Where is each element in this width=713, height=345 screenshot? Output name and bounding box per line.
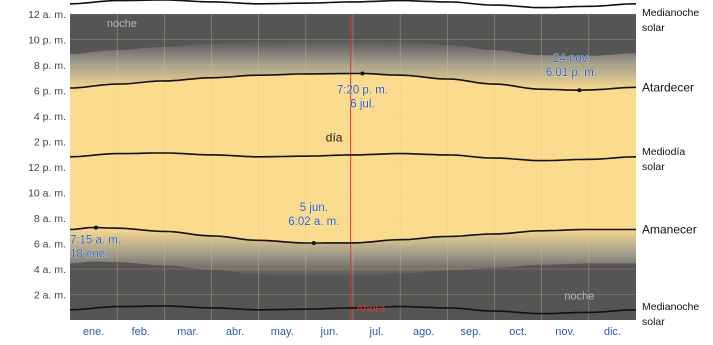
x-tick-label: abr.	[226, 326, 244, 338]
series-label-2-0: Atardecer	[642, 80, 694, 94]
annotation-text-0-1: 18 ene.	[70, 249, 108, 261]
y-tick-label: 8 p. m.	[34, 60, 66, 72]
region-label: día	[326, 131, 343, 145]
now-marker-label: Ahora	[356, 303, 386, 315]
series-label-4-1: solar	[642, 316, 665, 328]
x-tick-label: feb.	[132, 326, 150, 338]
grid-layer	[70, 13, 636, 320]
x-tick-label: may.	[271, 326, 294, 338]
series-label-4-0: Medianoche	[642, 301, 699, 313]
y-tick-label: 2 p. m.	[34, 137, 66, 149]
annotation-text-3-1: 6:01 p. m.	[546, 67, 597, 79]
y-tick-label: 6 p. m.	[34, 86, 66, 98]
series-label-1-0: Mediodía	[642, 146, 685, 158]
series-label-1-1: solar	[642, 161, 665, 173]
curves-layer	[69, 0, 637, 315]
annotation-text-2-0: 7:20 p. m.	[337, 85, 388, 97]
y-tick-label: 10 a. m.	[28, 188, 66, 200]
annotation-point-0	[93, 225, 98, 230]
labels-layer: Ahora Amanecer Mediodía solar Atardecer Media…	[28, 7, 699, 338]
series-label-0-0: Amanecer	[642, 222, 697, 236]
x-tick-label: ene.	[83, 326, 104, 338]
y-tick-label: 12 p. m.	[28, 162, 66, 174]
annotation-text-2-1: 6 jul.	[350, 99, 374, 111]
annotation-point-1	[311, 240, 316, 245]
y-tick-label: 8 a. m.	[34, 213, 66, 225]
annotation-text-0-0: 7:15 a. m.	[70, 235, 121, 247]
series-line-0	[69, 226, 636, 244]
y-tick-label: 12 a. m.	[28, 9, 66, 21]
series-label-3-0: Medianoche	[642, 7, 699, 19]
annotation-text-3-0: 24 nov.	[553, 53, 590, 65]
y-tick-label: 4 a. m.	[34, 264, 66, 276]
region-label: noche	[107, 18, 137, 30]
series-line-1	[69, 152, 637, 162]
annotation-point-2	[360, 71, 365, 76]
series-label-3-1: solar	[642, 22, 665, 34]
x-tick-label: jul.	[369, 326, 384, 338]
x-tick-label: jun.	[320, 326, 339, 338]
series-line-4	[69, 305, 637, 315]
series-line-2	[69, 72, 637, 91]
annotation-point-3	[577, 88, 582, 93]
x-tick-label: dic.	[604, 326, 621, 338]
annotation-text-1-1: 6:02 a. m.	[288, 216, 339, 228]
y-tick-label: 4 p. m.	[34, 111, 66, 123]
region-label: noche	[564, 291, 594, 303]
x-tick-label: oct.	[509, 326, 527, 338]
y-tick-label: 2 a. m.	[34, 290, 66, 302]
y-tick-label: 6 a. m.	[34, 239, 66, 251]
x-tick-label: mar.	[177, 326, 198, 338]
x-tick-label: sep.	[461, 326, 482, 338]
x-tick-label: ago.	[413, 326, 434, 338]
y-tick-label: 10 p. m.	[28, 35, 66, 47]
x-tick-label: nov.	[555, 326, 575, 338]
series-line-3	[69, 0, 637, 9]
annotation-text-1-0: 5 jun.	[300, 202, 328, 214]
